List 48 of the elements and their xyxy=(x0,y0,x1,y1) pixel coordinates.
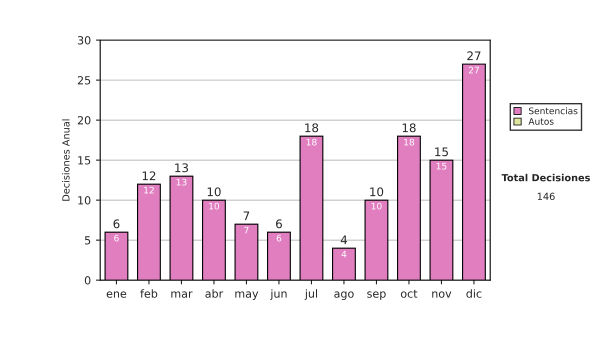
total-label: 10 xyxy=(370,187,384,196)
data-label: 10 xyxy=(209,202,220,210)
legend-label: Sentencias xyxy=(528,107,578,114)
text: Total Decisiones xyxy=(502,174,590,182)
x-tick-label: ago xyxy=(334,291,354,300)
x-tick-label: feb xyxy=(140,289,158,298)
total-label: 18 xyxy=(402,123,416,132)
y-tick-label: 0 xyxy=(84,276,90,285)
x-tick-label: sep xyxy=(367,291,386,300)
data-label: 13 xyxy=(176,178,186,186)
x-tick-label: ene xyxy=(106,291,126,298)
x-tick-label: mar xyxy=(171,291,193,298)
data-label: 18 xyxy=(306,138,317,146)
total-label: 27 xyxy=(467,51,480,60)
legend-label: Autos xyxy=(528,118,554,125)
data-label: 15 xyxy=(436,162,446,170)
x-tick-label: jul xyxy=(304,289,318,300)
total-label: 10 xyxy=(208,187,221,196)
x-tick-label: nov xyxy=(432,291,452,298)
y-tick-label: 10 xyxy=(78,196,90,205)
data-label: 6 xyxy=(114,234,119,242)
total-label: 7 xyxy=(244,211,250,220)
data-label: 18 xyxy=(404,138,414,146)
y-tick-label: 25 xyxy=(78,76,90,85)
data-label: 7 xyxy=(244,226,249,234)
total-label: 6 xyxy=(276,219,282,228)
data-label: 12 xyxy=(144,186,154,194)
total-label: 12 xyxy=(142,171,156,180)
total-label: 15 xyxy=(435,147,448,156)
y-tick-label: 15 xyxy=(78,156,90,165)
data-label: 27 xyxy=(468,66,479,74)
x-tick-label: jun xyxy=(270,289,287,300)
y-tick-label: 20 xyxy=(78,116,90,125)
data-label: 6 xyxy=(276,234,282,242)
total-label: 13 xyxy=(175,163,188,172)
x-tick-label: dic xyxy=(466,289,482,298)
x-tick-label: oct xyxy=(400,290,418,298)
total-label: 6 xyxy=(114,219,120,228)
total-label: 4 xyxy=(340,235,348,244)
y-axis-title: Decisiones Anual xyxy=(62,119,70,201)
y-tick-label: 5 xyxy=(84,236,90,245)
total-label: 18 xyxy=(305,123,318,132)
text: 146 xyxy=(538,192,555,200)
y-tick-label: 30 xyxy=(78,36,90,44)
data-label: 10 xyxy=(372,202,382,210)
x-tick-label: may xyxy=(235,291,258,300)
x-tick-label: abr xyxy=(205,289,224,298)
data-label: 4 xyxy=(342,250,346,258)
